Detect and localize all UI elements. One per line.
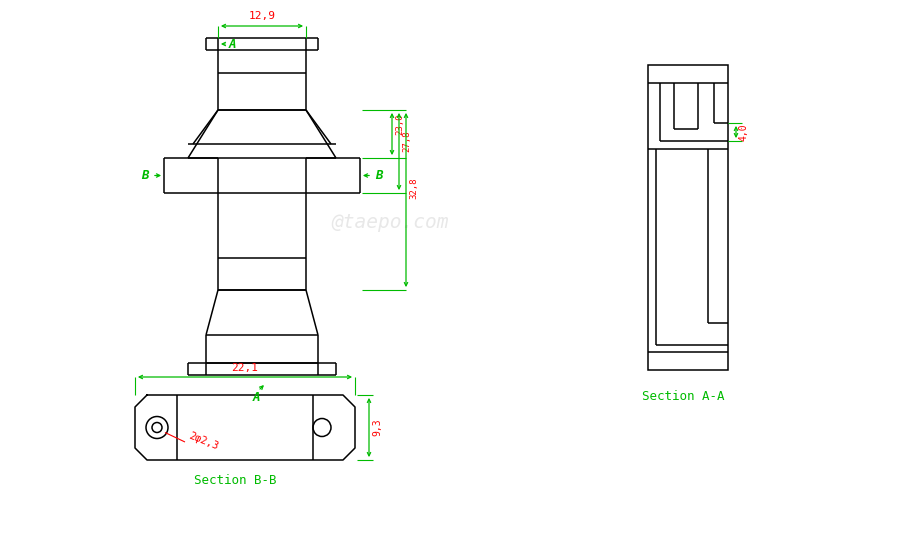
Text: 2φ2,3: 2φ2,3 — [187, 431, 220, 452]
Text: A: A — [228, 37, 235, 51]
Text: Section B-B: Section B-B — [194, 474, 276, 487]
Text: Section A-A: Section A-A — [641, 390, 724, 403]
Text: 22,1: 22,1 — [232, 363, 259, 373]
Text: 23,0: 23,0 — [395, 113, 404, 135]
Text: 9,3: 9,3 — [372, 419, 382, 437]
Text: 4,0: 4,0 — [739, 123, 749, 141]
Text: @taepo.com: @taepo.com — [331, 214, 449, 232]
Text: A: A — [253, 391, 260, 404]
Text: B: B — [142, 169, 149, 182]
Text: 27,8: 27,8 — [402, 131, 411, 152]
Bar — [648, 65, 728, 370]
Text: B: B — [375, 169, 382, 182]
Text: 32,8: 32,8 — [409, 177, 418, 199]
Text: 12,9: 12,9 — [248, 11, 275, 21]
